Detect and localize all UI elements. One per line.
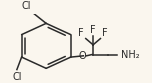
Text: Cl: Cl [12,72,22,82]
Text: NH₂: NH₂ [121,50,140,60]
Text: Cl: Cl [22,1,31,11]
Text: F: F [102,28,108,38]
Text: O: O [79,51,86,61]
Text: F: F [90,25,96,35]
Text: F: F [78,28,84,38]
